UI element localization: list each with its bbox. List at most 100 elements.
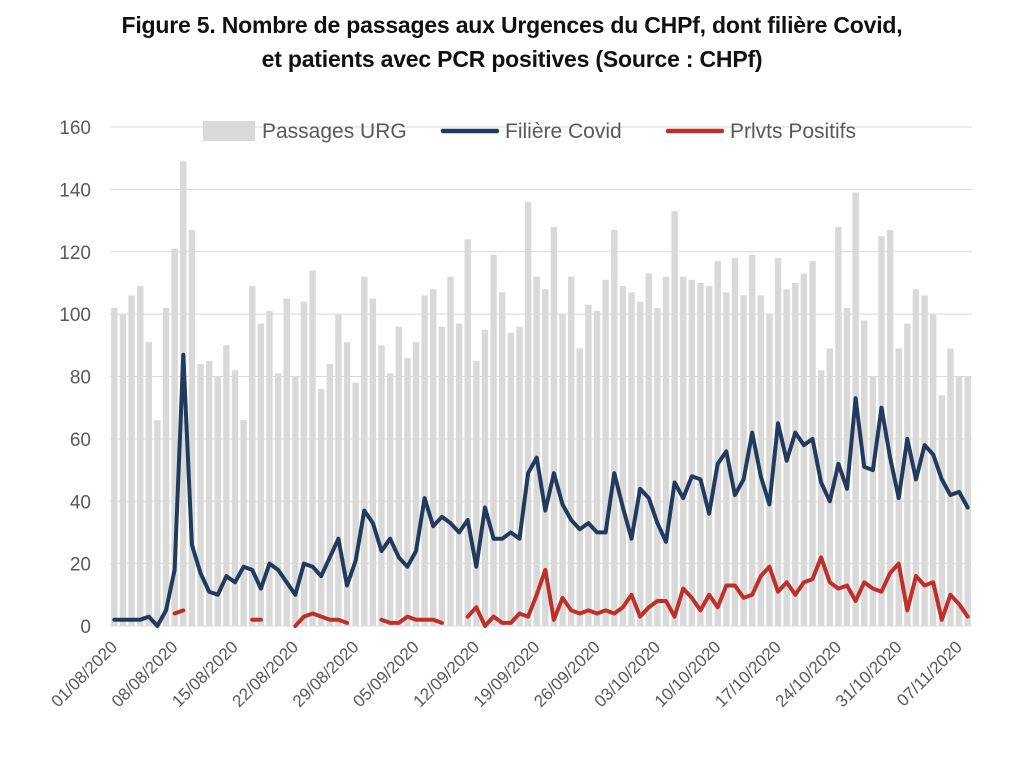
bar-passages-urg	[318, 388, 325, 626]
bar-passages-urg	[688, 279, 696, 626]
bar-passages-urg	[507, 332, 515, 626]
bar-passages-urg	[111, 307, 118, 626]
bar-passages-urg	[921, 295, 928, 626]
bar-passages-urg	[162, 307, 170, 626]
bar-passages-urg	[680, 276, 687, 626]
bar-passages-urg	[128, 295, 135, 626]
bar-passages-urg	[843, 307, 851, 626]
legend-swatch-passages-urg	[203, 121, 255, 141]
bar-passages-urg	[300, 301, 308, 626]
line-prlvts-positifs	[465, 555, 970, 628]
bar-passages-urg	[861, 320, 868, 626]
y-tick-label: 80	[70, 368, 91, 389]
line-prlvts-positifs	[379, 614, 444, 625]
bar-passages-urg	[714, 261, 721, 626]
bar-passages-urg	[628, 292, 635, 626]
y-tick-label: 60	[70, 430, 91, 451]
bar-passages-urg	[404, 357, 411, 626]
bar-passages-urg	[361, 276, 368, 626]
gridlines	[110, 126, 972, 627]
bar-passages-urg	[559, 314, 566, 626]
bar-passages-urg	[369, 298, 377, 626]
bar-passages-urg	[550, 226, 558, 627]
bar-passages-urg	[145, 342, 152, 626]
bar-passages-urg	[386, 373, 394, 626]
bar-passages-urg	[645, 273, 652, 626]
bar-passages-urg	[835, 226, 842, 627]
bar-passages-urg	[205, 360, 213, 626]
legend-label-filiere-covid: Filière Covid	[505, 120, 622, 143]
bar-passages-urg	[671, 211, 678, 627]
bar-passages-urg	[455, 323, 463, 626]
bar-passages-urg	[964, 376, 971, 626]
bar-passages-urg	[231, 370, 239, 626]
bar-passages-urg	[240, 420, 247, 626]
bar-passages-urg	[257, 323, 265, 626]
bar-passages-urg	[421, 295, 428, 626]
bar-passages-urg	[619, 286, 627, 626]
bar-passages-urg	[249, 286, 256, 626]
bar-passages-urg	[740, 295, 747, 626]
bar-passages-urg	[800, 273, 808, 626]
bar-passages-urg	[524, 201, 532, 626]
bar-passages-urg	[335, 314, 342, 626]
y-tick-label: 0	[80, 617, 91, 638]
bar-passages-urg	[912, 289, 920, 626]
bar-passages-urg	[214, 376, 221, 626]
bar-passages-urg	[326, 364, 333, 626]
x-axis-labels: 01/08/202008/08/202015/08/202022/08/2020…	[48, 637, 966, 711]
line-filiere-covid	[112, 352, 970, 628]
bar-passages-urg	[817, 370, 825, 626]
y-tick-label: 140	[59, 180, 91, 201]
line-prlvts-positifs	[172, 608, 186, 616]
chart-title-line-1: Figure 5. Nombre de passages aux Urgence…	[121, 12, 903, 38]
bar-passages-urg	[705, 286, 713, 626]
bar-passages-urg	[292, 376, 299, 626]
y-tick-label: 120	[59, 243, 91, 264]
bar-passages-urg	[593, 311, 601, 626]
bar-passages-urg	[223, 345, 230, 626]
bar-passages-urg	[516, 326, 523, 626]
line-prlvts-positifs	[293, 611, 349, 628]
bar-passages-urg	[766, 314, 773, 626]
bar-passages-urg	[947, 348, 954, 626]
bar-passages-urg	[136, 286, 144, 626]
bar-passages-urg	[602, 279, 609, 626]
legend-label-passages-urg: Passages URG	[262, 120, 407, 143]
bar-passages-urg	[878, 236, 885, 626]
bar-passages-urg	[533, 276, 540, 626]
y-tick-label: 100	[59, 305, 91, 326]
x-tick-label: 31/10/2020	[832, 637, 906, 711]
bar-passages-urg	[731, 257, 739, 626]
bar-passages-urg	[774, 257, 782, 626]
bar-passages-urg	[309, 270, 316, 626]
legend: Passages URG Filière Covid Prlvts Positifs	[203, 120, 856, 143]
series-lines	[112, 352, 970, 628]
x-tick-label: 07/11/2020	[893, 637, 966, 710]
bar-passages-urg	[869, 376, 877, 626]
bar-passages-urg	[654, 307, 661, 626]
bar-passages-urg	[567, 276, 575, 626]
bar-passages-urg	[430, 289, 437, 626]
y-tick-label: 40	[70, 492, 91, 513]
bar-passages-urg	[542, 289, 549, 626]
bar-passages-urg	[636, 301, 644, 626]
bar-passages-urg	[343, 342, 351, 626]
bar-passages-urg	[938, 395, 946, 626]
bar-passages-urg	[395, 326, 402, 626]
bar-passages-urg	[792, 282, 799, 626]
bar-passages-urg	[378, 345, 385, 626]
bar-passages-urg	[662, 276, 670, 626]
bar-passages-urg	[886, 229, 894, 626]
y-tick-label: 20	[70, 555, 91, 576]
bar-passages-urg	[412, 342, 420, 626]
bar-passages-urg	[438, 326, 446, 626]
legend-label-prlvts-positifs: Prlvts Positifs	[730, 120, 856, 143]
bar-passages-urg	[188, 229, 196, 626]
bar-passages-urg	[930, 314, 937, 626]
bar-passages-urg	[274, 373, 282, 626]
bar-passages-urg	[611, 229, 618, 626]
bar-passages-urg	[826, 348, 833, 626]
y-tick-label: 160	[59, 118, 91, 139]
